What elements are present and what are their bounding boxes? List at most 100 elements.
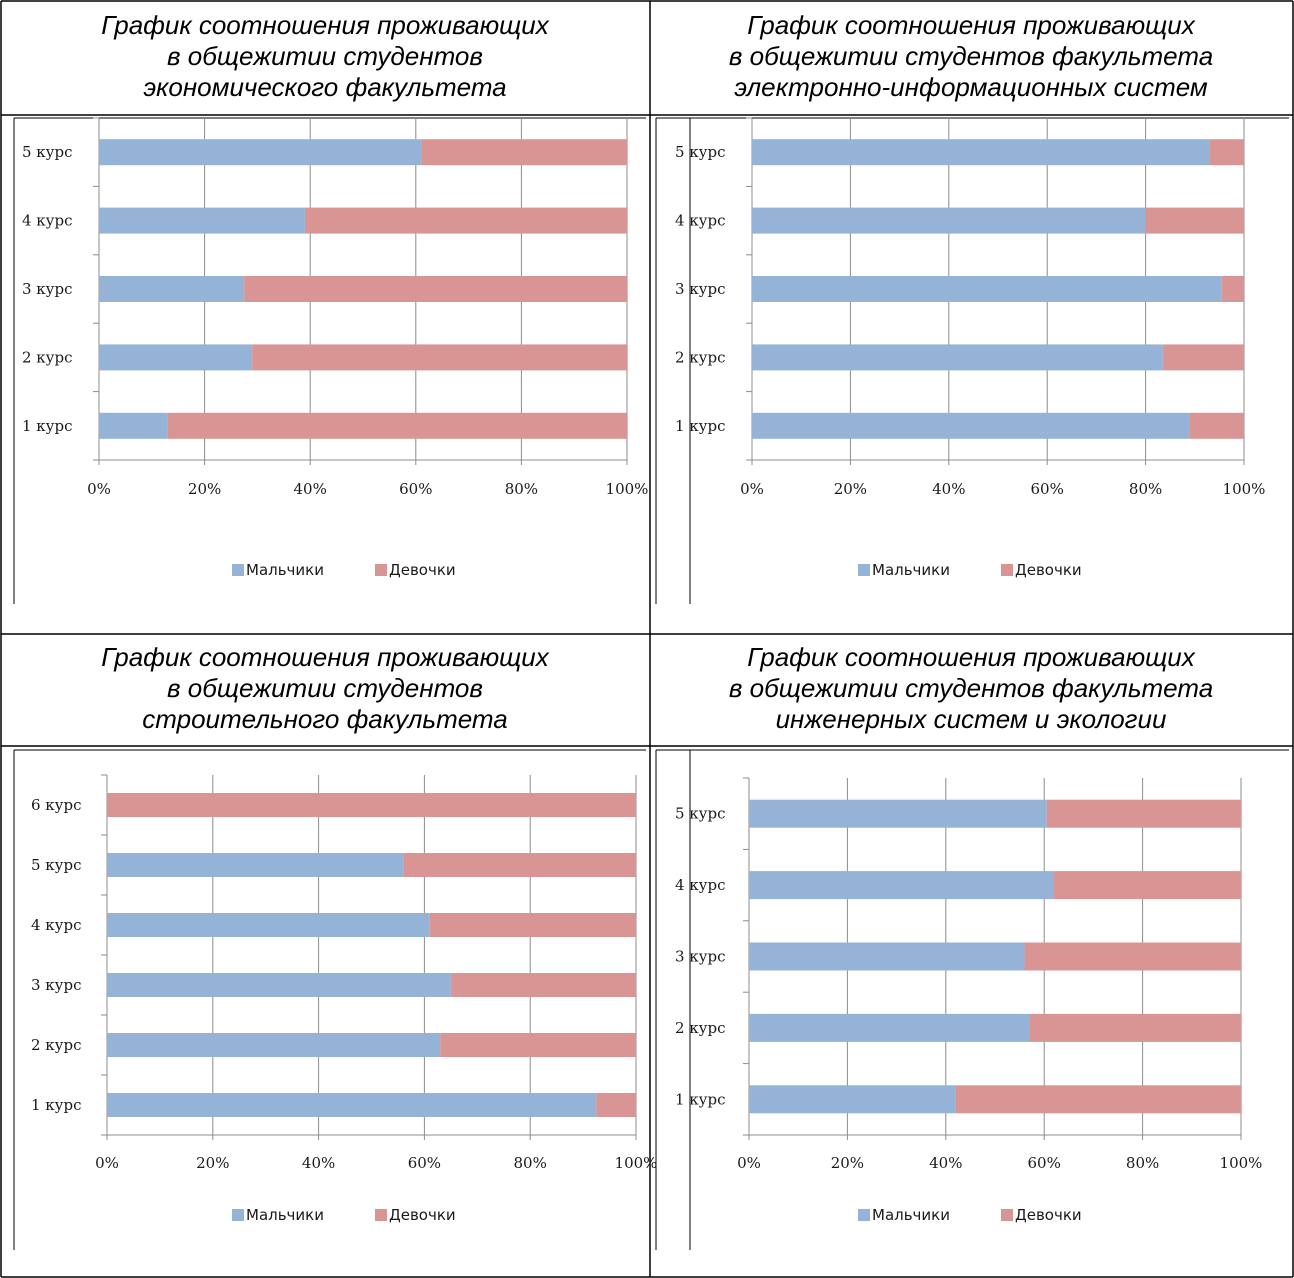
y-category-label: 1 курс	[675, 417, 726, 435]
x-tick-label: 40%	[929, 1154, 962, 1172]
x-tick-label: 60%	[408, 1154, 441, 1172]
title-line: в общежитии студентов	[167, 41, 483, 71]
title-line: в общежитии студентов факультета	[728, 41, 1214, 71]
bar-boys	[99, 276, 245, 302]
y-category-label: 2 курс	[675, 1019, 726, 1037]
bar-girls	[1162, 344, 1244, 371]
x-tick-label: 20%	[831, 1154, 864, 1172]
y-category-label: 3 курс	[675, 280, 726, 298]
bar-boys	[752, 412, 1190, 439]
y-category-label: 3 курс	[675, 948, 726, 966]
bar-boys	[107, 913, 430, 937]
chart-title-electronic-info: График соотношения проживающих в общежит…	[650, 10, 1292, 103]
title-line: в общежитии студентов	[167, 673, 483, 703]
y-category-label: 5 курс	[675, 143, 726, 161]
x-tick-label: 80%	[1129, 480, 1162, 498]
bar-girls	[421, 139, 627, 166]
y-category-label: 5 курс	[22, 143, 73, 161]
legend-swatch-boys	[232, 1209, 244, 1221]
bar-girls	[244, 276, 627, 302]
chart-title-construction: График соотношения проживающих в общежит…	[2, 642, 648, 735]
x-tick-label: 80%	[505, 480, 538, 498]
y-category-label: 1 курс	[675, 1090, 726, 1108]
x-tick-label: 20%	[188, 480, 221, 498]
bar-boys	[752, 276, 1222, 302]
y-category-label: 6 курс	[31, 796, 82, 814]
bar-boys	[752, 207, 1146, 234]
bar-girls	[955, 1085, 1241, 1114]
x-tick-label: 20%	[834, 480, 867, 498]
bar-girls	[450, 973, 636, 997]
bar-girls	[1209, 139, 1244, 166]
bar-girls	[1189, 412, 1244, 439]
y-category-label: 4 курс	[675, 212, 726, 230]
legend-label-boys: Мальчики	[872, 1206, 950, 1224]
x-tick-label: 100%	[1220, 1154, 1263, 1172]
bar-boys	[749, 1013, 1030, 1042]
y-category-label: 3 курс	[22, 280, 73, 298]
legend-swatch-girls	[375, 1209, 387, 1221]
x-tick-label: 100%	[615, 1154, 658, 1172]
x-tick-label: 40%	[294, 480, 327, 498]
bar-boys	[99, 344, 253, 371]
legend-label-boys: Мальчики	[872, 561, 950, 579]
bar-girls	[167, 412, 627, 439]
legend-label-girls: Девочки	[389, 1206, 456, 1224]
bar-girls	[1029, 1013, 1241, 1042]
y-category-label: 2 курс	[31, 1036, 82, 1054]
title-line: электронно-информационных систем	[734, 72, 1208, 102]
bar-boys	[749, 871, 1055, 900]
bar-boys	[99, 207, 305, 234]
bar-girls	[1024, 942, 1241, 971]
x-tick-label: 60%	[399, 480, 432, 498]
bar-boys	[749, 942, 1025, 971]
x-tick-label: 60%	[1028, 1154, 1061, 1172]
bar-girls	[440, 1033, 636, 1057]
x-tick-label: 60%	[1031, 480, 1064, 498]
bar-boys	[99, 139, 422, 166]
bar-girls	[1145, 207, 1244, 234]
bar-girls	[1054, 871, 1241, 900]
legend-swatch-boys	[858, 564, 870, 576]
bar-boys	[749, 799, 1047, 828]
x-tick-label: 40%	[932, 480, 965, 498]
bar-girls	[1221, 276, 1244, 302]
bar-boys	[752, 344, 1163, 371]
title-line: в общежитии студентов факультета	[728, 673, 1214, 703]
x-tick-label: 100%	[606, 480, 649, 498]
title-line: График соотношения проживающих	[747, 642, 1195, 672]
bar-girls	[107, 793, 636, 817]
title-line: График соотношения проживающих	[101, 642, 549, 672]
bar-boys	[107, 973, 451, 997]
legend-label-girls: Девочки	[1015, 1206, 1082, 1224]
y-category-label: 4 курс	[22, 212, 73, 230]
y-category-label: 3 курс	[31, 976, 82, 994]
x-tick-label: 0%	[737, 1154, 761, 1172]
legend-swatch-girls	[1001, 1209, 1013, 1221]
chart-title-engineering-ecology: График соотношения проживающих в общежит…	[650, 642, 1292, 735]
chart-title-economics: График соотношения проживающих в общежит…	[2, 10, 648, 103]
legend-swatch-girls	[1001, 564, 1013, 576]
legend-swatch-girls	[375, 564, 387, 576]
legend-label-girls: Девочки	[389, 561, 456, 579]
y-category-label: 1 курс	[31, 1096, 82, 1114]
title-line: экономического факультета	[143, 72, 507, 102]
title-line: График соотношения проживающих	[747, 10, 1195, 40]
legend-swatch-boys	[858, 1209, 870, 1221]
title-line: инженерных систем и экологии	[775, 704, 1167, 734]
bar-girls	[596, 1093, 636, 1117]
y-category-label: 2 курс	[22, 348, 73, 366]
x-tick-label: 0%	[95, 1154, 119, 1172]
x-tick-label: 20%	[196, 1154, 229, 1172]
x-tick-label: 40%	[302, 1154, 335, 1172]
bar-boys	[749, 1085, 956, 1114]
y-category-label: 2 курс	[675, 348, 726, 366]
y-category-label: 4 курс	[31, 916, 82, 934]
bar-girls	[429, 913, 636, 937]
y-category-label: 1 курс	[22, 417, 73, 435]
bar-girls	[252, 344, 627, 371]
